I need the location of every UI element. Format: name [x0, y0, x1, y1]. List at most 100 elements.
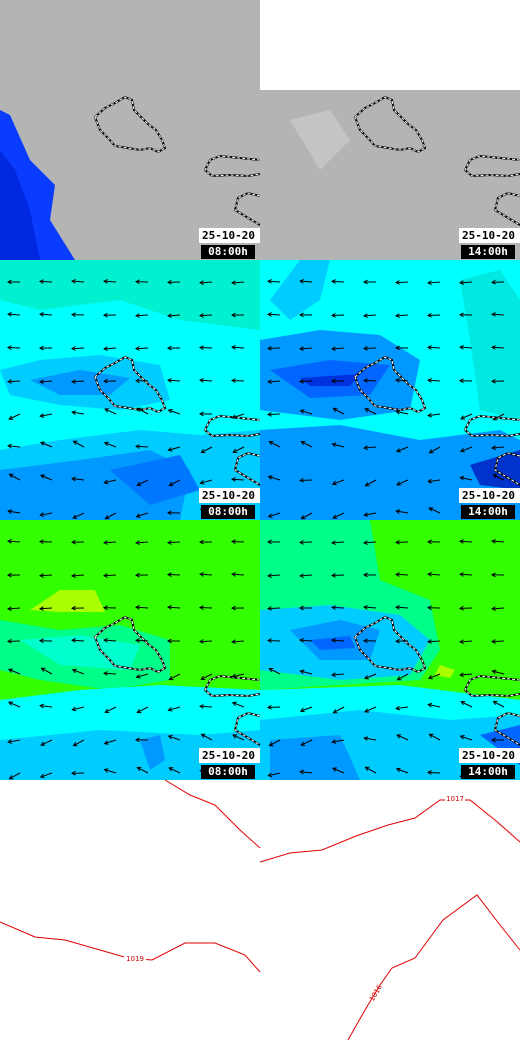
arrow-head: [330, 573, 336, 578]
arrow-head: [395, 409, 401, 415]
arrow: [491, 540, 505, 543]
arrow: [396, 734, 409, 741]
arrow-head: [394, 345, 400, 351]
arrow: [427, 771, 441, 774]
arrow-head: [458, 539, 464, 544]
arrow: [231, 478, 245, 481]
arrow: [199, 573, 213, 576]
arrow: [397, 673, 409, 681]
time-label: 08:00h: [208, 765, 248, 778]
arrow-head: [396, 676, 402, 681]
arrow-head: [103, 768, 109, 773]
arrow-head: [331, 767, 337, 772]
arrow-head: [266, 312, 272, 317]
arrow: [363, 314, 377, 317]
arrow: [72, 706, 85, 711]
arrow-head: [72, 514, 78, 519]
arrow: [300, 771, 313, 774]
arrow: [491, 607, 505, 610]
arrow-head: [166, 378, 172, 383]
arrow-head: [267, 475, 273, 480]
arrow: [39, 574, 53, 577]
arrow-head: [166, 604, 172, 610]
arrow-head: [332, 514, 338, 519]
date-box: [459, 488, 520, 503]
time-box: [201, 245, 255, 259]
arrow: [9, 473, 21, 481]
arrow-head: [460, 415, 466, 420]
arrow-head: [6, 606, 12, 612]
arrow-head: [39, 773, 45, 779]
arrow: [299, 347, 313, 350]
arrow-head: [134, 279, 140, 285]
arrow-head: [198, 639, 204, 644]
arrow: [199, 640, 213, 643]
arrow: [135, 314, 149, 317]
arrow: [199, 705, 213, 708]
arrow-head: [40, 667, 46, 672]
arrow: [267, 280, 281, 283]
arrow-head: [266, 606, 272, 611]
arrow: [492, 474, 505, 481]
arrow-head: [6, 345, 12, 350]
arrow: [71, 380, 85, 383]
arrow: [493, 413, 505, 421]
arrow: [232, 702, 245, 708]
arrow: [395, 606, 409, 609]
arrow-head: [166, 279, 172, 285]
arrow: [72, 411, 85, 415]
arrow-head: [427, 675, 433, 680]
arrow: [492, 670, 505, 675]
arrow: [39, 313, 53, 316]
arrow-head: [70, 573, 76, 579]
arrow: [73, 739, 85, 747]
arrow: [460, 701, 473, 708]
arrow-head: [38, 606, 44, 611]
arrow-head: [363, 445, 368, 451]
arrow: [459, 540, 473, 543]
arrow-head: [198, 605, 204, 610]
arrow-head: [230, 378, 236, 383]
arrow-head: [102, 605, 108, 611]
arrow-head: [135, 674, 141, 679]
arrow: [71, 574, 85, 577]
arrow: [459, 673, 473, 676]
arrow-head: [490, 279, 496, 285]
arrow-head: [426, 312, 432, 318]
arrow: [103, 347, 117, 350]
arrow-head: [38, 379, 44, 385]
arrow: [232, 673, 245, 678]
arrow-head: [490, 345, 496, 350]
arrow: [103, 541, 117, 544]
arrow-head: [166, 572, 172, 578]
arrow: [396, 446, 409, 452]
arrow-head: [38, 539, 44, 545]
arrow: [9, 772, 21, 780]
arrow: [269, 668, 281, 675]
arrow: [365, 766, 377, 774]
arrow-head: [363, 675, 369, 680]
arrow: [40, 705, 53, 708]
arrow-head: [362, 638, 368, 644]
arrow: [137, 766, 149, 774]
arrow-head: [330, 540, 336, 546]
arrow: [104, 739, 117, 745]
arrow: [8, 510, 21, 514]
arrow: [167, 379, 181, 382]
arrow: [493, 700, 505, 708]
arrow-head: [299, 769, 304, 775]
arrow-head: [38, 638, 44, 644]
arrow: [39, 280, 53, 283]
arrow-head: [458, 312, 464, 318]
time-label: 08:00h: [208, 505, 248, 518]
arrow-head: [104, 515, 110, 520]
arrow-head: [362, 313, 368, 319]
arrow: [364, 446, 377, 449]
arrow-head: [330, 638, 336, 643]
arrow-head: [134, 737, 140, 743]
arrow: [137, 706, 149, 713]
date-label: 25-10-20: [202, 489, 255, 502]
arrow: [136, 673, 149, 678]
arrow: [395, 573, 409, 576]
